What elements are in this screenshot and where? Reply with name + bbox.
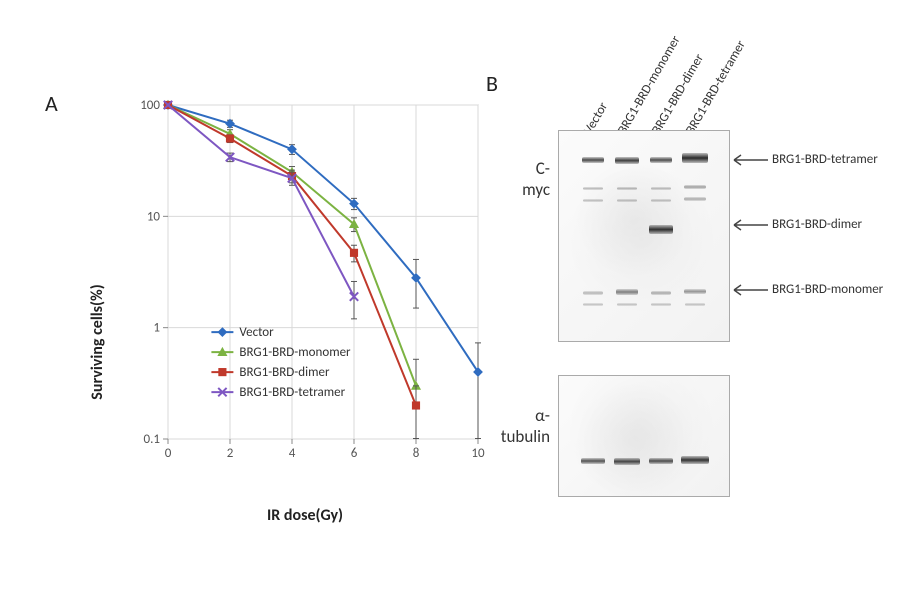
survival-chart: 0 2 4 6 8 10 0.1 1 10 100 Vector BRG1-BRD-monomer BR… xyxy=(120,95,490,475)
band xyxy=(649,225,673,234)
antibody-label: α-tubulin xyxy=(501,405,550,447)
band xyxy=(651,199,671,202)
arrow-left-icon xyxy=(732,284,768,296)
band xyxy=(583,199,603,202)
svg-text:0: 0 xyxy=(165,446,172,461)
figure-root: A 0 2 4 6 8 10 0.1 1 10 100 Vector BRG1-BRD-monomer… xyxy=(0,0,922,589)
band xyxy=(684,289,706,294)
svg-text:BRG1-BRD-tetramer: BRG1-BRD-tetramer xyxy=(239,385,345,400)
band xyxy=(581,458,605,464)
band xyxy=(583,291,603,295)
western-blot: VectorBRG1-BRD-monomerBRG1-BRD-dimerBRG1… xyxy=(540,30,920,550)
band xyxy=(617,187,637,190)
svg-text:10: 10 xyxy=(147,209,161,224)
annotation-text: BRG1-BRD-dimer xyxy=(772,217,862,232)
band xyxy=(681,456,709,464)
svg-text:0.1: 0.1 xyxy=(144,432,160,447)
x-axis-label: IR dose(Gy) xyxy=(267,506,343,525)
band xyxy=(651,303,671,306)
svg-text:BRG1-BRD-monomer: BRG1-BRD-monomer xyxy=(239,345,351,360)
y-axis-label: Surviving cells(%) xyxy=(88,284,107,399)
blot-annotation: BRG1-BRD-tetramer xyxy=(732,152,878,167)
band xyxy=(649,458,673,464)
band xyxy=(682,153,708,163)
blot-box-cmyc xyxy=(558,130,730,342)
band xyxy=(616,289,638,295)
band xyxy=(614,458,640,465)
svg-text:BRG1-BRD-dimer: BRG1-BRD-dimer xyxy=(239,365,330,380)
band xyxy=(617,303,637,306)
panel-b-label: B xyxy=(486,70,498,97)
svg-text:8: 8 xyxy=(413,446,420,461)
antibody-label: C-myc xyxy=(522,158,550,200)
svg-text:2: 2 xyxy=(227,446,234,461)
svg-text:100: 100 xyxy=(140,98,160,113)
svg-text:4: 4 xyxy=(289,446,296,461)
svg-text:1: 1 xyxy=(153,321,160,336)
blot-box-tub xyxy=(558,375,730,497)
annotation-text: BRG1-BRD-monomer xyxy=(772,282,883,297)
band xyxy=(684,197,706,201)
chart-svg: 0 2 4 6 8 10 0.1 1 10 100 Vector BRG1-BRD-monomer BR… xyxy=(120,95,490,475)
band xyxy=(617,199,637,202)
band xyxy=(650,157,672,163)
band xyxy=(615,157,639,164)
annotation-text: BRG1-BRD-tetramer xyxy=(772,152,878,167)
band xyxy=(583,187,603,190)
band xyxy=(684,185,706,189)
band xyxy=(685,303,705,306)
band xyxy=(582,157,604,163)
arrow-left-icon xyxy=(732,219,768,231)
svg-text:Vector: Vector xyxy=(239,325,274,340)
panel-a-label: A xyxy=(45,90,58,117)
band xyxy=(651,291,671,295)
svg-text:6: 6 xyxy=(351,446,358,461)
band xyxy=(651,187,671,190)
blot-annotation: BRG1-BRD-dimer xyxy=(732,217,862,232)
blot-annotation: BRG1-BRD-monomer xyxy=(732,282,883,297)
band xyxy=(583,303,603,306)
svg-text:10: 10 xyxy=(471,446,485,461)
arrow-left-icon xyxy=(732,154,768,166)
